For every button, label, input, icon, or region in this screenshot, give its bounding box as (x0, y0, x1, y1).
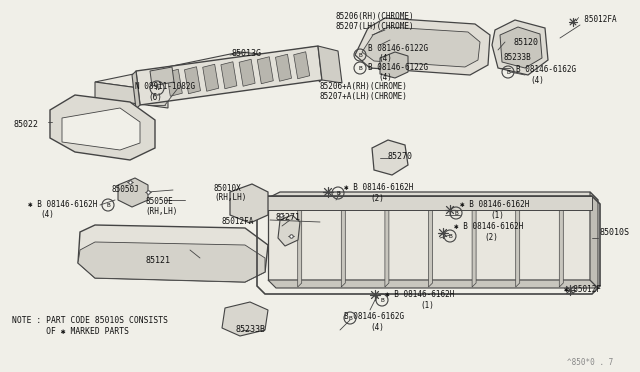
Text: (4): (4) (40, 210, 54, 219)
Text: (4): (4) (378, 73, 392, 82)
Polygon shape (590, 192, 598, 288)
Text: B 08146-6122G: B 08146-6122G (368, 44, 428, 53)
Polygon shape (294, 52, 310, 79)
Text: B: B (380, 298, 384, 302)
Polygon shape (380, 52, 408, 78)
Polygon shape (78, 242, 265, 282)
Polygon shape (429, 203, 433, 287)
Polygon shape (184, 67, 200, 94)
Text: 85207(LH)(CHROME): 85207(LH)(CHROME) (335, 22, 413, 31)
Polygon shape (492, 20, 548, 75)
Text: (4): (4) (378, 54, 392, 63)
Text: 85010S: 85010S (600, 228, 630, 237)
Text: ✱ B 08146-6162H: ✱ B 08146-6162H (344, 183, 413, 192)
Text: B: B (336, 190, 340, 196)
Polygon shape (500, 27, 542, 68)
Polygon shape (268, 200, 590, 280)
Polygon shape (78, 225, 268, 282)
Text: NOTE : PART CODE 85010S CONSISTS: NOTE : PART CODE 85010S CONSISTS (12, 316, 168, 325)
Polygon shape (142, 52, 320, 83)
Text: 85121: 85121 (145, 256, 170, 265)
Polygon shape (362, 27, 480, 67)
Text: N 08911-1082G: N 08911-1082G (135, 82, 195, 91)
Polygon shape (136, 46, 322, 105)
Text: B: B (454, 211, 458, 215)
Text: 85120: 85120 (513, 38, 538, 47)
Text: (4): (4) (530, 76, 544, 85)
Text: (2): (2) (484, 233, 498, 242)
Polygon shape (472, 203, 476, 287)
Text: B 08146-6122G: B 08146-6122G (368, 63, 428, 72)
Polygon shape (148, 50, 323, 85)
Polygon shape (95, 82, 168, 108)
Text: B: B (106, 202, 110, 208)
Text: 85233B: 85233B (235, 325, 265, 334)
Polygon shape (265, 196, 592, 210)
Polygon shape (372, 140, 408, 175)
Text: B: B (506, 70, 510, 74)
Polygon shape (318, 46, 342, 83)
Polygon shape (132, 71, 140, 109)
Polygon shape (385, 203, 389, 287)
Text: 85012FA: 85012FA (222, 217, 254, 226)
Text: 85206(RH)(CHROME): 85206(RH)(CHROME) (335, 12, 413, 21)
Text: N: N (155, 86, 159, 90)
Text: (6): (6) (148, 93, 162, 102)
Text: B: B (448, 234, 452, 238)
Text: B: B (348, 315, 352, 321)
Polygon shape (268, 280, 598, 288)
Text: B 08146-6162G: B 08146-6162G (516, 65, 576, 74)
Polygon shape (239, 59, 255, 86)
Text: ^850*0 . 7: ^850*0 . 7 (567, 358, 613, 367)
Text: ✱ 85012F: ✱ 85012F (564, 285, 601, 294)
Polygon shape (140, 47, 320, 100)
Text: ✱ B 08146-6162H: ✱ B 08146-6162H (28, 200, 97, 209)
Polygon shape (341, 203, 346, 287)
Polygon shape (203, 64, 219, 91)
Polygon shape (95, 52, 316, 92)
Text: (1): (1) (420, 301, 434, 310)
Polygon shape (257, 57, 273, 84)
Text: (RH,LH): (RH,LH) (145, 207, 177, 216)
Polygon shape (118, 178, 148, 207)
Polygon shape (278, 215, 300, 246)
Text: (RH,LH): (RH,LH) (214, 193, 246, 202)
Polygon shape (516, 203, 520, 287)
Text: B: B (358, 52, 362, 58)
Text: ✱ B 08146-6162H: ✱ B 08146-6162H (454, 222, 524, 231)
Text: 85022: 85022 (14, 120, 39, 129)
Text: ✓ 85012FA: ✓ 85012FA (575, 15, 616, 24)
Polygon shape (150, 67, 174, 86)
Text: B 08146-6162G: B 08146-6162G (344, 312, 404, 321)
Text: OF ✱ MARKED PARTS: OF ✱ MARKED PARTS (12, 327, 129, 336)
Polygon shape (559, 203, 563, 287)
Text: B: B (358, 65, 362, 71)
Text: 85010X: 85010X (214, 184, 242, 193)
Text: 85206+A(RH)(CHROME): 85206+A(RH)(CHROME) (320, 82, 408, 91)
Text: 85013G: 85013G (232, 49, 262, 58)
Text: 85050J: 85050J (112, 185, 140, 194)
Polygon shape (62, 108, 140, 150)
Text: 85233B: 85233B (504, 53, 532, 62)
Text: 85271: 85271 (275, 213, 300, 222)
Polygon shape (166, 69, 182, 96)
Polygon shape (268, 192, 598, 208)
Text: ✱ B 08146-6162H: ✱ B 08146-6162H (460, 200, 529, 209)
Polygon shape (275, 54, 291, 81)
Text: 85270: 85270 (388, 152, 413, 161)
Polygon shape (221, 62, 237, 89)
Text: ✱ B 08146-6162H: ✱ B 08146-6162H (385, 290, 454, 299)
Text: (4): (4) (370, 323, 384, 332)
Text: 85050E: 85050E (145, 197, 173, 206)
Text: 85207+A(LH)(CHROME): 85207+A(LH)(CHROME) (320, 92, 408, 101)
Text: (1): (1) (490, 211, 504, 220)
Text: (2): (2) (370, 194, 384, 203)
Polygon shape (230, 184, 268, 223)
Polygon shape (222, 302, 268, 336)
Polygon shape (298, 203, 301, 287)
Polygon shape (355, 18, 490, 75)
Polygon shape (50, 95, 155, 160)
